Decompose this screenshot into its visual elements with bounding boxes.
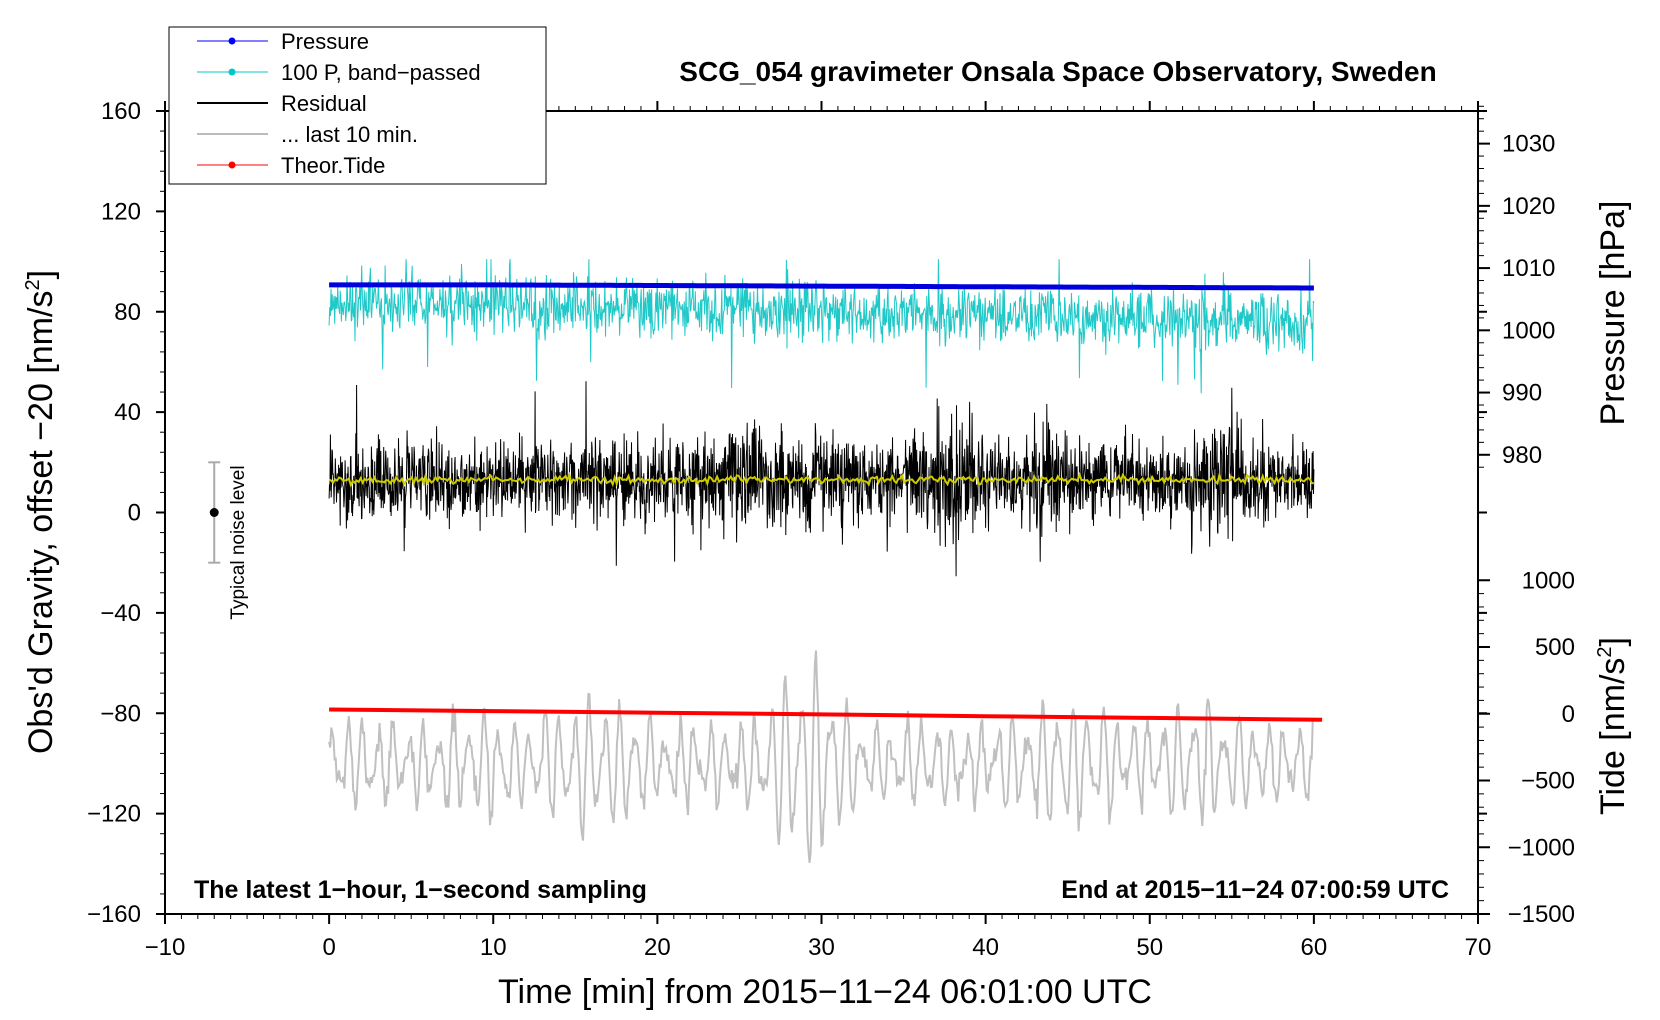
x-tick-label: 70 xyxy=(1465,934,1492,961)
series-theoretical-tide-line xyxy=(329,707,1323,722)
x-axis-label: Time [min] from 2015−11−24 06:01:00 UTC xyxy=(498,973,1152,1011)
legend-marker-1 xyxy=(228,68,236,76)
y-tick-label: 0 xyxy=(128,500,141,527)
legend: Pressure 100 P, band−passed Residual ... la… xyxy=(168,26,547,185)
x-tick-label: 0 xyxy=(322,934,335,961)
pressure-tick-label: 1030 xyxy=(1502,131,1555,158)
pressure-tick-label: 980 xyxy=(1502,442,1542,469)
noise-level-marker: Typical noise level xyxy=(208,461,249,620)
x-tick-label: 10 xyxy=(480,934,507,961)
noise-level-dot xyxy=(209,508,219,517)
y-axis-label-sup: 2 xyxy=(22,279,44,290)
pressure-tick-label: 1020 xyxy=(1502,193,1555,220)
tide-tick-label: 0 xyxy=(1562,701,1575,728)
tide-tick-label: 1000 xyxy=(1522,567,1575,594)
legend-label-4: Theor.Tide xyxy=(281,153,385,178)
y-axis-label: Obs'd Gravity, offset −20 [nm/s2] xyxy=(22,270,60,754)
noise-level-label: Typical noise level xyxy=(228,465,249,619)
legend-marker-4 xyxy=(228,161,236,169)
tide-axis-label-main: Tide [nm/s xyxy=(1594,658,1632,815)
x-tick-label: 60 xyxy=(1301,934,1328,961)
y-tick-label: 160 xyxy=(101,98,141,125)
chart-title: SCG_054 gravimeter Onsala Space Observat… xyxy=(679,56,1436,87)
sampling-annotation: The latest 1−hour, 1−second sampling xyxy=(194,876,647,904)
pressure-tick-label: 1010 xyxy=(1502,255,1555,282)
x-tick-label: −10 xyxy=(145,934,186,961)
pressure-axis-label: Pressure [hPa] xyxy=(1594,201,1632,426)
y-tick-label: −80 xyxy=(100,700,141,727)
tide-axis-label-end: ] xyxy=(1594,637,1632,646)
pressure-tick-label: 990 xyxy=(1502,380,1542,407)
x-tick-label: 30 xyxy=(808,934,835,961)
y-tick-label: 40 xyxy=(114,399,141,426)
x-tick-label: 40 xyxy=(972,934,999,961)
pressure-tick-label: 1000 xyxy=(1502,317,1555,344)
y-tick-label: −120 xyxy=(87,801,141,828)
legend-items: Pressure 100 P, band−passed Residual ... la… xyxy=(197,29,481,178)
end-time-annotation: End at 2015−11−24 07:00:59 UTC xyxy=(1061,876,1449,904)
tide-axis-label: Tide [nm/s2] xyxy=(1594,637,1632,815)
tide-tick-label: 500 xyxy=(1535,634,1575,661)
series-residual-smoothed-line xyxy=(328,471,1314,488)
legend-label-0: Pressure xyxy=(281,29,369,54)
legend-box xyxy=(168,26,547,185)
series-residual-line xyxy=(328,381,1315,577)
legend-marker-0 xyxy=(228,37,236,45)
tide-tick-label: −1000 xyxy=(1508,834,1575,861)
series-last-10-min-line xyxy=(328,650,1315,863)
legend-label-2: Residual xyxy=(281,91,367,116)
legend-label-3: ... last 10 min. xyxy=(281,122,418,147)
tide-tick-label: −500 xyxy=(1521,768,1575,795)
series-band-passed-line xyxy=(328,259,1315,394)
y-tick-label: −40 xyxy=(100,600,141,627)
series-pressure-line xyxy=(329,282,1314,291)
legend-label-1: 100 P, band−passed xyxy=(281,60,481,85)
y-axis-label-end: ] xyxy=(22,270,60,279)
tide-axis-label-sup: 2 xyxy=(1594,646,1616,657)
x-tick-label: 20 xyxy=(644,934,671,961)
y-tick-label: −160 xyxy=(87,901,141,928)
y-tick-label: 80 xyxy=(114,299,141,326)
data-layer xyxy=(328,259,1323,863)
y-axis-label-main: Obs'd Gravity, offset −20 [nm/s xyxy=(22,291,60,754)
y-tick-label: 120 xyxy=(101,198,141,225)
tide-tick-label: −1500 xyxy=(1508,901,1575,928)
x-tick-label: 50 xyxy=(1136,934,1163,961)
